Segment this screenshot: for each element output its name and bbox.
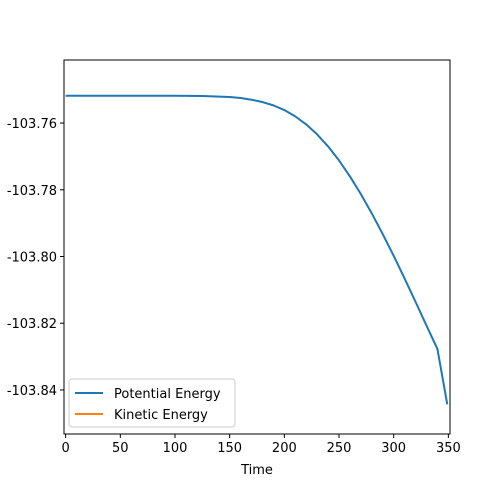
x-tick-label: 100 bbox=[163, 441, 188, 456]
plot-frame bbox=[63, 59, 451, 435]
y-tick-label: -103.82 bbox=[7, 317, 57, 332]
y-tick-label: -103.80 bbox=[7, 251, 57, 266]
x-tick-label: 350 bbox=[436, 441, 461, 456]
x-axis: 0 50 100 150 200 250 300 350 bbox=[61, 434, 461, 456]
y-axis: -103.84 -103.82 -103.80 -103.78 -103.76 bbox=[7, 117, 64, 399]
series-lines bbox=[65, 94, 449, 405]
x-tick-label: 200 bbox=[272, 441, 297, 456]
x-tick-label: 250 bbox=[327, 441, 352, 456]
y-tick-label: -103.78 bbox=[7, 184, 57, 199]
y-tick-label: -103.84 bbox=[7, 384, 57, 399]
legend-label-kinetic-energy: Kinetic Energy bbox=[114, 408, 208, 423]
legend-label-potential-energy: Potential Energy bbox=[114, 387, 221, 402]
x-tick-label: 50 bbox=[112, 441, 129, 456]
x-tick-label: 0 bbox=[61, 441, 69, 456]
x-tick-label: 150 bbox=[217, 441, 242, 456]
x-axis-label: Time bbox=[240, 463, 273, 478]
y-tick-label: -103.76 bbox=[7, 117, 57, 132]
legend: Potential Energy Kinetic Energy bbox=[68, 378, 236, 428]
x-tick-label: 300 bbox=[381, 441, 406, 456]
legend-box bbox=[68, 378, 236, 428]
series-line-potential-energy bbox=[65, 94, 449, 405]
